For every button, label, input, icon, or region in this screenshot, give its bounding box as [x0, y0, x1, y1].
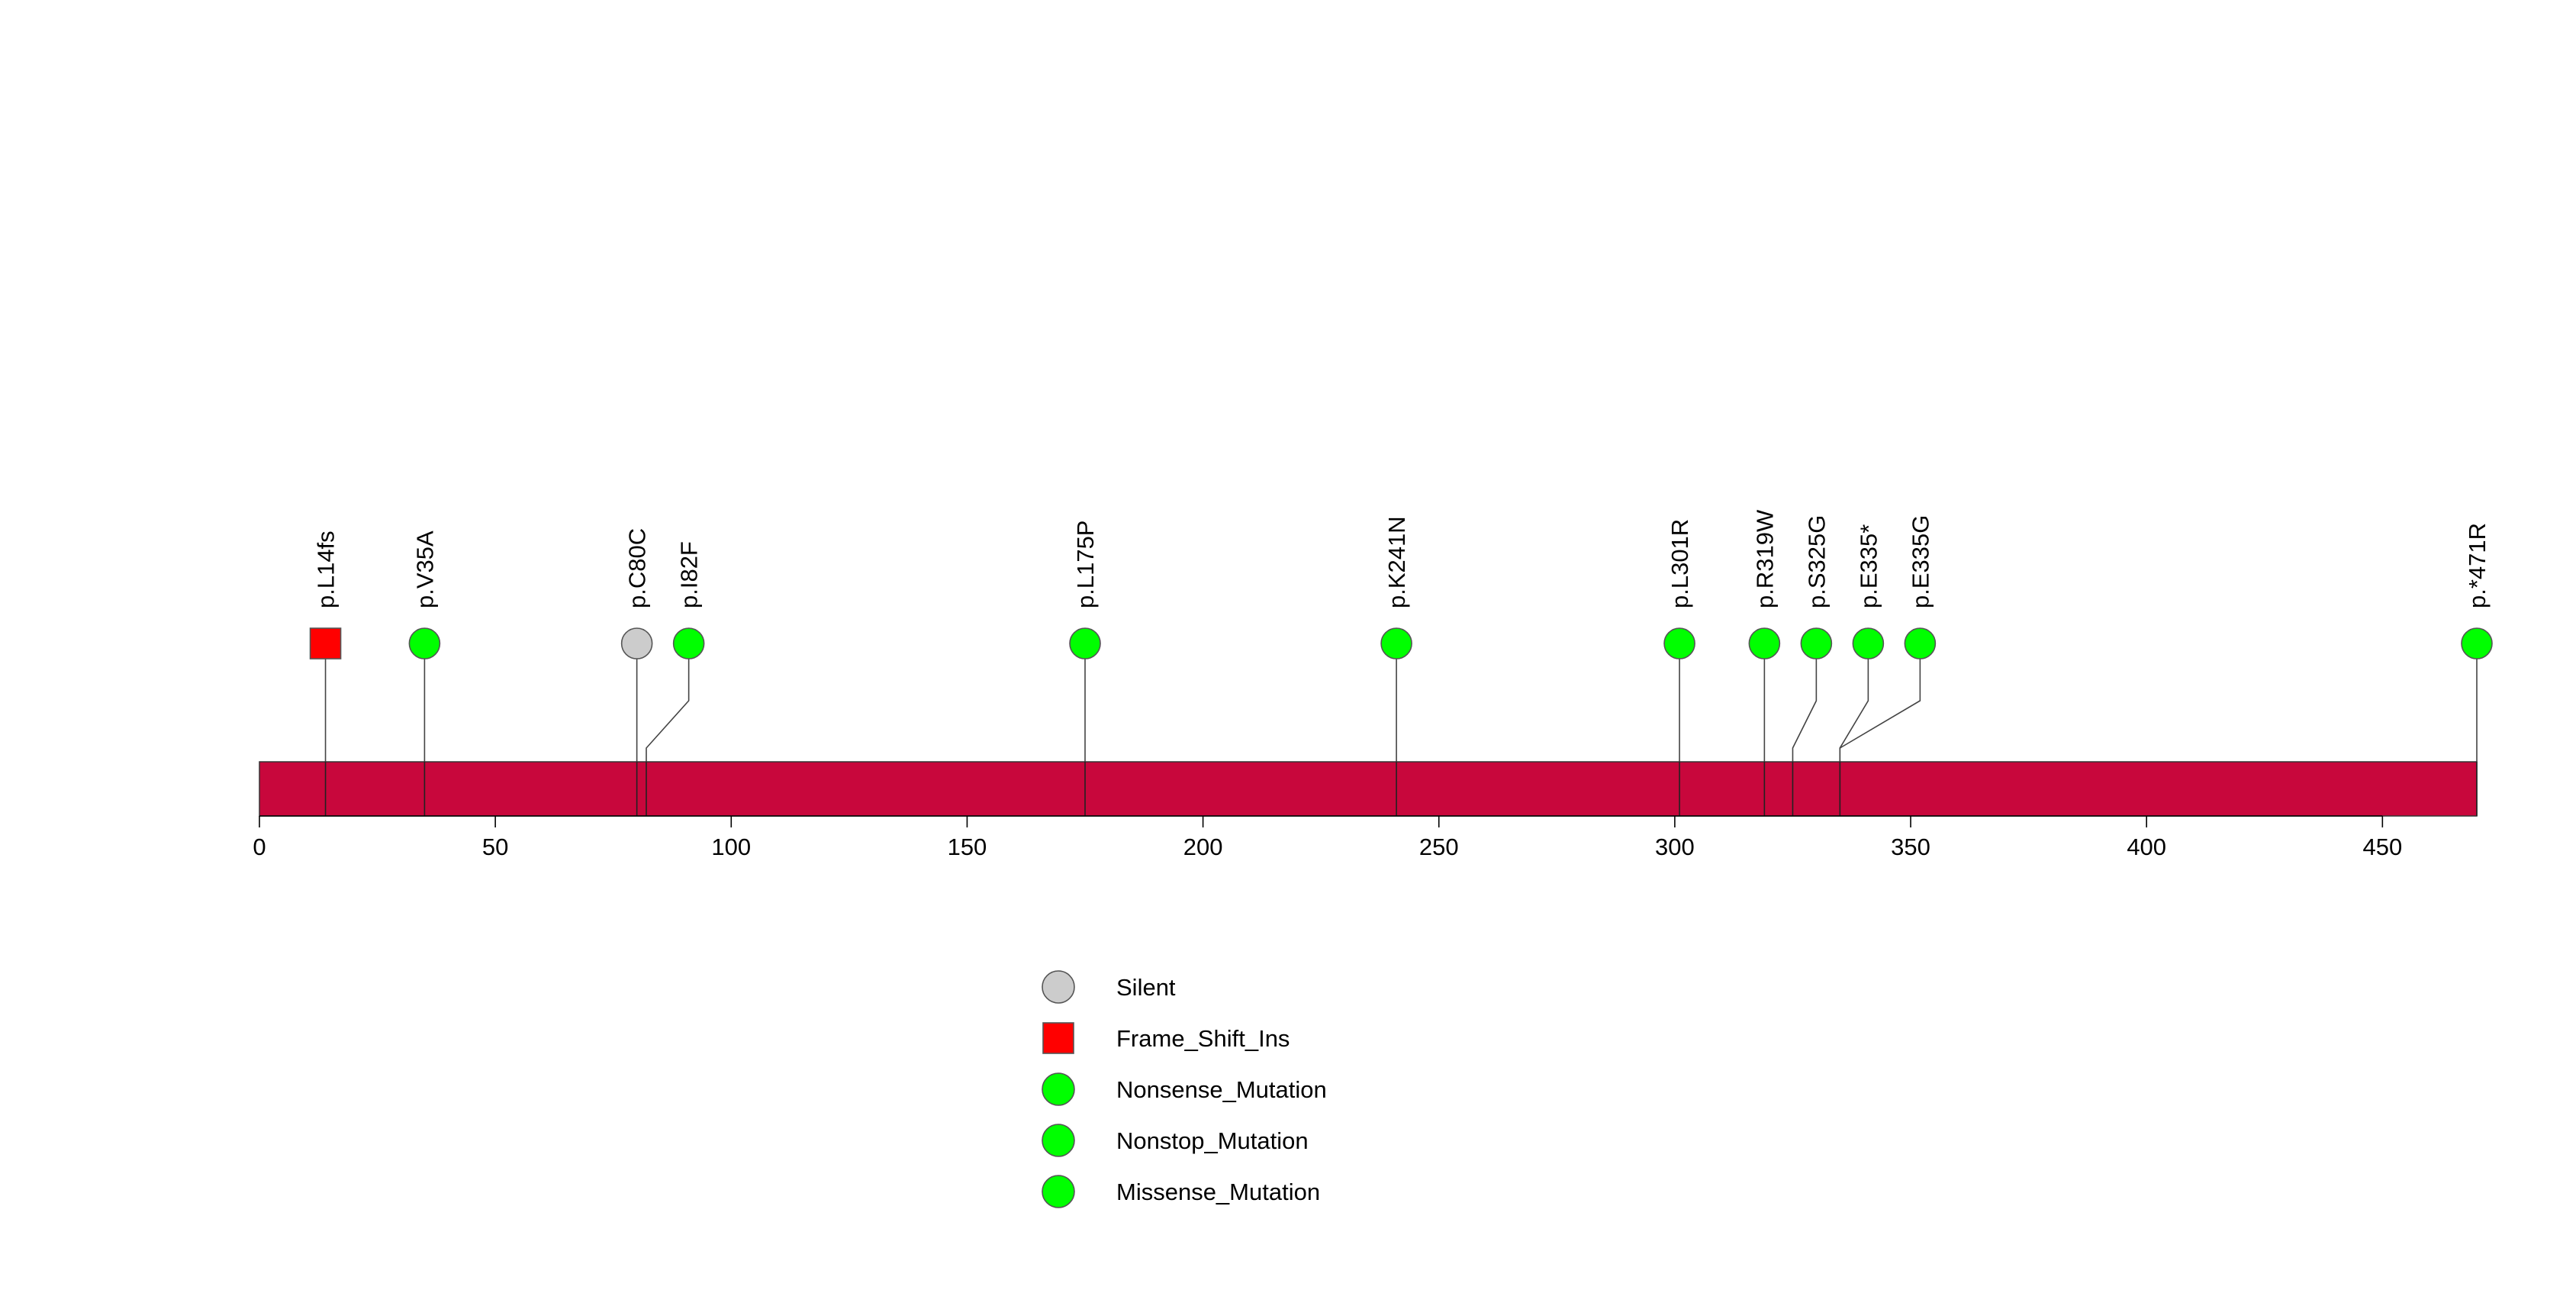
mutation-label: p.E335G	[1907, 515, 1934, 608]
mutation-label: p.L175P	[1072, 521, 1099, 609]
x-tick-label: 400	[2127, 834, 2166, 860]
mutation-markers	[309, 627, 2493, 660]
legend-swatch-circle	[1042, 970, 1075, 1004]
legend: Silent Frame_Shift_Ins Nonsense_Mutation No…	[1042, 970, 1327, 1208]
mutation-marker-circle	[408, 627, 441, 660]
lollipop-stems	[324, 659, 2478, 762]
x-tick-label: 100	[711, 834, 751, 860]
x-tick-label: 50	[482, 834, 508, 860]
mutation-marker-circle	[1904, 627, 1937, 660]
x-tick-label: 450	[2362, 834, 2402, 860]
mutation-marker-circle	[620, 627, 653, 660]
mutation-site-lines	[324, 762, 2478, 816]
mutation-stem	[646, 659, 690, 762]
mutation-label: p.V35A	[411, 531, 438, 608]
mutation-label: p.L14fs	[313, 531, 340, 608]
mutation-label: p.L301R	[1666, 519, 1693, 608]
mutation-marker-circle	[1800, 627, 1833, 660]
mutation-marker-circle	[1852, 627, 1885, 660]
legend-swatch-square	[1042, 1022, 1074, 1054]
mutation-label: p.I82F	[676, 541, 703, 608]
legend-label: Nonstop_Mutation	[1116, 1127, 1309, 1154]
mutation-marker-circle	[672, 627, 705, 660]
mutation-stem	[1839, 659, 1921, 762]
mutation-marker-circle	[1748, 627, 1781, 660]
protein-bar	[259, 761, 2478, 817]
mutation-marker-circle	[1069, 627, 1101, 660]
mutation-marker-square	[309, 627, 342, 660]
legend-swatch-circle	[1042, 1175, 1075, 1208]
x-tick-label: 0	[253, 834, 266, 860]
legend-label: Frame_Shift_Ins	[1116, 1025, 1290, 1052]
legend-label: Missense_Mutation	[1116, 1179, 1320, 1205]
mutation-labels: p.L14fs p.V35A p.C80C p.I82F p.L175P p.K241N p…	[313, 509, 2491, 608]
mutation-stem	[1792, 659, 1818, 762]
legend-swatch-circle	[1042, 1124, 1075, 1157]
legend-label: Nonsense_Mutation	[1116, 1076, 1327, 1103]
mutation-label: p.R319W	[1751, 509, 1778, 608]
x-tick-label: 300	[1655, 834, 1695, 860]
mutation-marker-circle	[1380, 627, 1412, 660]
mutation-label: p.E335*	[1855, 524, 1882, 608]
mutation-label: p.*471R	[2464, 523, 2491, 608]
legend-label: Silent	[1116, 974, 1176, 1001]
mutation-label: p.S325G	[1803, 515, 1830, 608]
x-tick-label: 200	[1183, 834, 1223, 860]
x-tick-label: 150	[948, 834, 987, 860]
x-axis: 0 50 100 150 200 250 300 350 400 450	[253, 815, 2402, 860]
mutation-label: p.C80C	[624, 528, 651, 608]
x-tick-label: 250	[1419, 834, 1459, 860]
mutation-marker-circle	[1663, 627, 1695, 660]
mutation-label: p.K241N	[1383, 516, 1410, 608]
legend-swatch-circle	[1042, 1072, 1075, 1106]
mutation-stem	[1839, 659, 1869, 762]
mutation-marker-circle	[2461, 627, 2493, 660]
x-tick-label: 350	[1891, 834, 1930, 860]
